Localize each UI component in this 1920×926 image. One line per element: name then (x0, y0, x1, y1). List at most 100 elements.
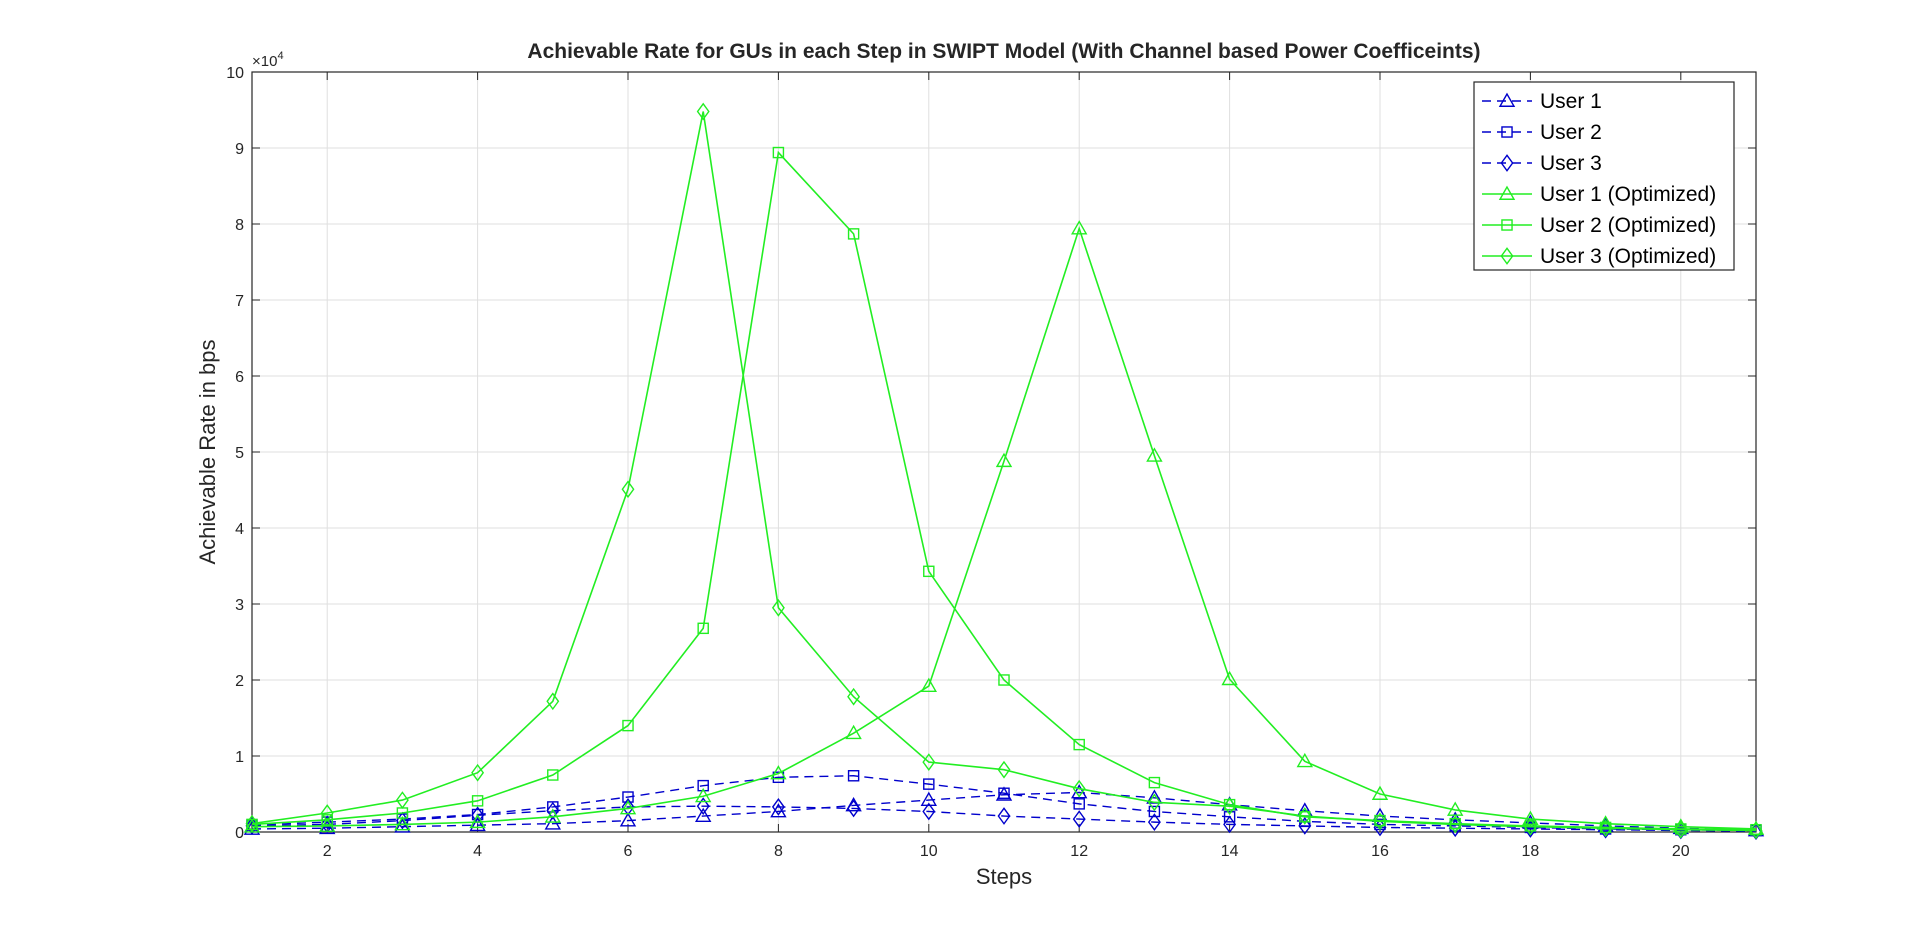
y-tick-label: 5 (235, 445, 244, 462)
x-tick-label: 20 (1672, 843, 1690, 860)
y-axis-label: Achievable Rate in bps (195, 339, 220, 564)
data-point (469, 813, 486, 829)
y-tick-label: 7 (235, 293, 244, 310)
data-point (1147, 793, 1161, 812)
data-point (395, 791, 409, 809)
data-point (1522, 810, 1539, 826)
legend-marker (1500, 247, 1514, 265)
y-tick-label: 10 (226, 65, 244, 82)
data-point (619, 812, 637, 827)
data-point (920, 677, 938, 693)
data-point (544, 815, 562, 830)
data-point (471, 795, 484, 807)
x-tick-label: 16 (1371, 843, 1389, 860)
series-lines (243, 102, 1765, 841)
data-point (923, 778, 935, 790)
legend-label: User 3 (1540, 152, 1602, 175)
x-tick-label: 12 (1070, 843, 1088, 860)
y-tick-label: 0 (235, 825, 244, 842)
data-point (997, 807, 1011, 825)
data-point (1749, 821, 1763, 840)
x-tick-label: 6 (624, 843, 633, 860)
series-6 (245, 102, 1763, 840)
legend-entry: User 1 (Optimized) (1482, 183, 1716, 206)
data-point (619, 800, 637, 815)
data-point (1296, 752, 1314, 768)
data-point (1221, 670, 1238, 686)
legend-entry: User 2 (1482, 121, 1602, 144)
legend-marker (1498, 185, 1516, 200)
data-point (471, 806, 485, 825)
legend: User 1 User 2 User 3 User 1 (Optimized) User… (1473, 81, 1735, 271)
legend-entry: User 2 (Optimized) (1482, 214, 1716, 237)
data-point (1674, 820, 1688, 839)
data-point (1448, 815, 1462, 834)
y-axis-exponent-power: 4 (277, 50, 283, 62)
data-point (1070, 220, 1088, 235)
data-point (1223, 815, 1237, 834)
data-point (1298, 807, 1312, 825)
legend-marker (1501, 126, 1513, 138)
data-point (1148, 805, 1161, 818)
data-point (1147, 813, 1161, 832)
data-point (922, 802, 936, 821)
data-point (845, 724, 862, 740)
data-point (995, 786, 1013, 801)
data-point (1223, 811, 1236, 823)
y-tick-label: 1 (235, 749, 244, 766)
legend-box (1473, 81, 1735, 271)
data-point (694, 807, 712, 822)
data-point (1599, 819, 1613, 838)
y-tick-label: 3 (235, 597, 244, 614)
legend-label: User 3 (Optimized) (1540, 245, 1716, 268)
data-point (995, 452, 1013, 468)
data-point (1523, 817, 1537, 836)
legend-label: User 1 (1540, 90, 1602, 113)
data-point (1448, 819, 1462, 838)
x-tick-label: 18 (1522, 843, 1540, 860)
data-point (320, 804, 334, 822)
y-axis-exponent: ×104 (252, 50, 284, 70)
data-point (772, 146, 785, 159)
data-point (544, 808, 562, 823)
x-tick-label: 8 (774, 843, 783, 860)
y-tick-label: 4 (235, 521, 244, 538)
data-point (1371, 785, 1389, 800)
data-point (546, 692, 560, 711)
legend-label: User 2 (1540, 121, 1602, 144)
series-line (251, 775, 1757, 832)
y-tick-label: 9 (235, 141, 244, 158)
legend-marker (1498, 92, 1516, 107)
data-point (770, 765, 787, 780)
data-point (1073, 738, 1085, 751)
x-tick-label: 14 (1221, 843, 1239, 860)
legend-label: User 1 (Optimized) (1540, 183, 1716, 206)
data-point (1223, 797, 1237, 816)
data-point (847, 687, 861, 706)
data-point (321, 814, 333, 826)
chart-title: Achievable Rate for GUs in each Step in … (527, 40, 1480, 63)
data-point (920, 791, 938, 807)
grid-lines (252, 72, 1756, 832)
data-point (772, 771, 785, 784)
data-point (547, 769, 559, 781)
data-point (998, 674, 1010, 686)
data-point (847, 799, 861, 818)
y-axis-exponent-base: ×10 (252, 53, 277, 70)
data-point (471, 763, 485, 782)
data-point (546, 801, 560, 820)
data-point (696, 797, 710, 816)
y-tick-label: 8 (235, 217, 244, 234)
data-point (1072, 779, 1086, 798)
data-point (922, 753, 936, 771)
data-point (771, 598, 785, 617)
data-point (1298, 817, 1312, 835)
data-point (696, 102, 710, 121)
series-line (251, 791, 1757, 832)
data-point (394, 815, 411, 831)
series-line (251, 225, 1757, 830)
data-point (622, 719, 634, 732)
data-point (1446, 801, 1464, 816)
legend-entry: User 1 (1482, 90, 1602, 113)
